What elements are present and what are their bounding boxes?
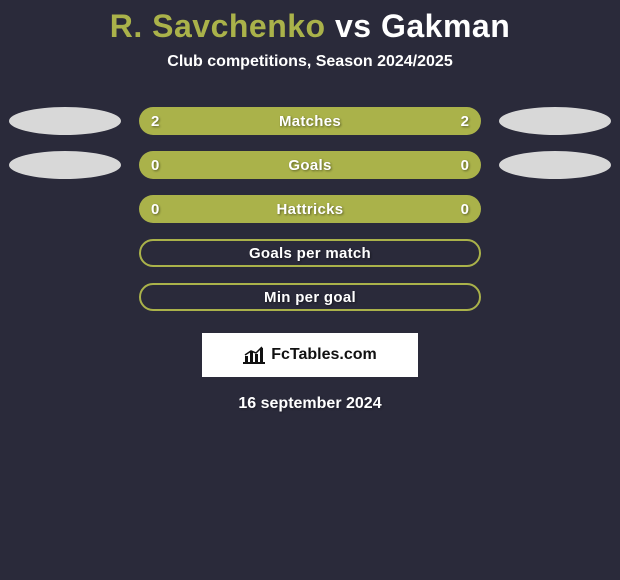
right-team-badge <box>499 107 611 135</box>
brand-text: FcTables.com <box>271 346 377 364</box>
stat-pill-matches: 2 Matches 2 <box>139 107 481 135</box>
player-left-name: R. Savchenko <box>110 8 326 44</box>
left-team-badge <box>9 107 121 135</box>
stat-label: Goals per match <box>249 245 371 262</box>
stat-label: Hattricks <box>277 201 344 218</box>
stat-row-hattricks: 0 Hattricks 0 <box>0 195 620 223</box>
brand-box[interactable]: FcTables.com <box>202 333 418 377</box>
stat-row-gpm: Goals per match <box>0 239 620 267</box>
player-right-name: Gakman <box>381 8 510 44</box>
stat-right-value: 2 <box>461 113 469 130</box>
stat-right-value: 0 <box>461 157 469 174</box>
stat-row-mpg: Min per goal <box>0 283 620 311</box>
stat-pill-mpg: Min per goal <box>139 283 481 311</box>
stat-left-value: 0 <box>151 201 159 218</box>
stats-rows: 2 Matches 2 0 Goals 0 0 Hattricks 0 <box>0 107 620 311</box>
stat-label: Min per goal <box>264 289 356 306</box>
stat-right-value: 0 <box>461 201 469 218</box>
stat-left-value: 2 <box>151 113 159 130</box>
stat-pill-goals: 0 Goals 0 <box>139 151 481 179</box>
stat-row-matches: 2 Matches 2 <box>0 107 620 135</box>
page-title: R. Savchenko vs Gakman <box>0 8 620 45</box>
vs-text: vs <box>335 8 372 44</box>
stat-pill-hattricks: 0 Hattricks 0 <box>139 195 481 223</box>
comparison-widget: R. Savchenko vs Gakman Club competitions… <box>0 0 620 413</box>
stat-row-goals: 0 Goals 0 <box>0 151 620 179</box>
stat-label: Matches <box>279 113 341 130</box>
stat-left-value: 0 <box>151 157 159 174</box>
chart-icon <box>243 346 265 364</box>
date-text: 16 september 2024 <box>0 395 620 413</box>
stat-pill-gpm: Goals per match <box>139 239 481 267</box>
subtitle: Club competitions, Season 2024/2025 <box>0 53 620 71</box>
left-team-badge <box>9 151 121 179</box>
right-team-badge <box>499 151 611 179</box>
stat-label: Goals <box>288 157 331 174</box>
